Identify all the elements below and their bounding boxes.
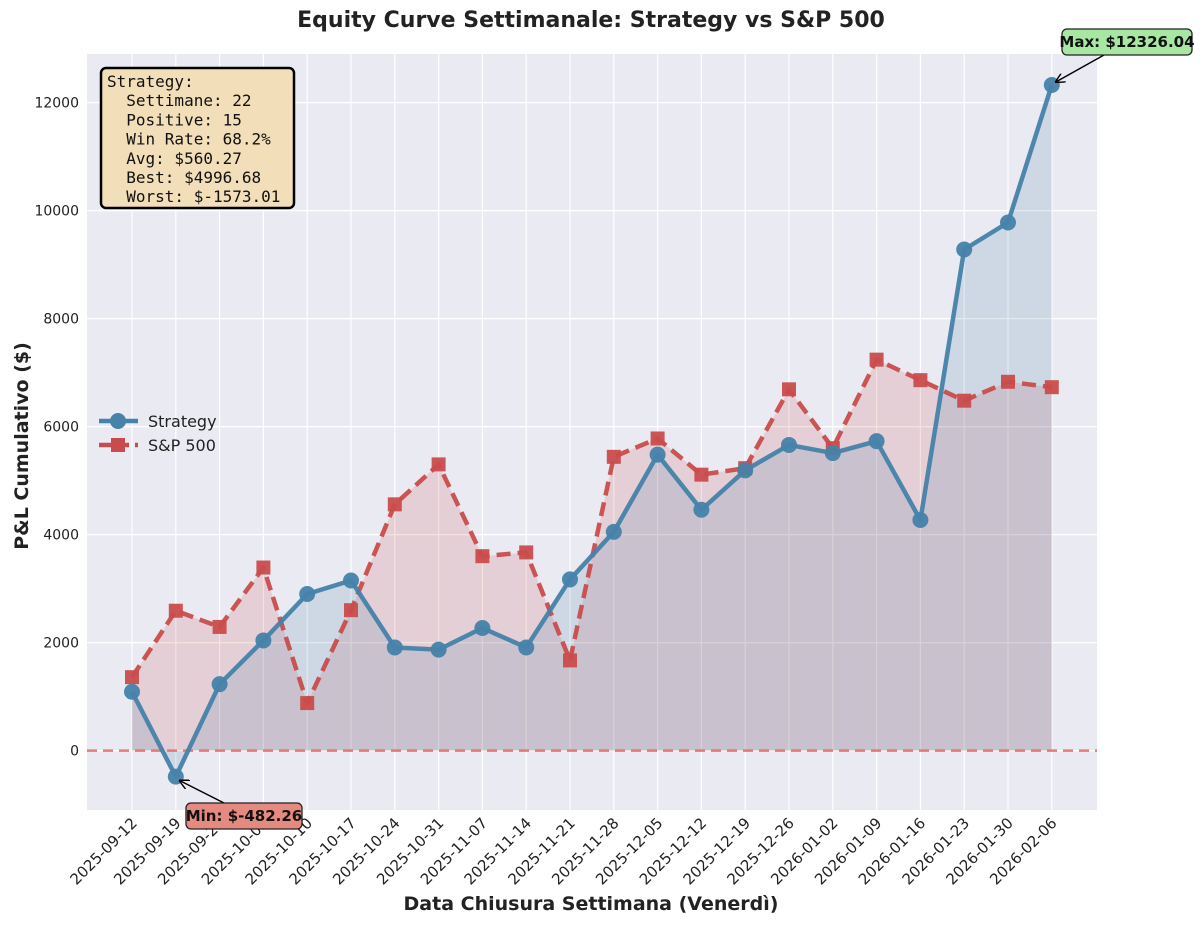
point-strategy [1000, 214, 1016, 231]
point-s-p-500 [431, 457, 446, 472]
point-strategy [518, 639, 535, 656]
point-strategy [386, 639, 403, 656]
series-markers [124, 76, 1060, 785]
point-strategy [649, 446, 666, 463]
point-strategy [956, 241, 973, 258]
area-fill-strategy [132, 84, 1052, 777]
point-strategy [1043, 76, 1060, 93]
point-s-p-500 [650, 431, 665, 446]
point-s-p-500 [563, 653, 577, 668]
stats-line: Win Rate: 68.2% [107, 130, 271, 149]
point-strategy [562, 571, 578, 588]
max-arrow [1056, 54, 1105, 82]
point-strategy [824, 445, 841, 462]
point-s-p-500 [913, 373, 928, 388]
point-s-p-500 [519, 545, 534, 560]
y-axis-label: P&L Cumulativo ($) [11, 342, 33, 550]
series-lines [130, 84, 1054, 779]
point-strategy [124, 683, 140, 700]
point-s-p-500 [387, 497, 402, 512]
area-fill-s-p-500 [132, 359, 1052, 751]
point-strategy [255, 632, 272, 649]
y-tick-label: 4000 [43, 528, 79, 544]
point-s-p-500 [694, 467, 709, 482]
legend-marker-strategy [110, 413, 126, 429]
stats-line: Worst: $-1573.01 [107, 187, 280, 206]
y-tick-label: 0 [70, 744, 79, 760]
point-s-p-500 [869, 352, 884, 367]
point-strategy [693, 501, 710, 518]
legend-label-s-p-500: S&P 500 [148, 436, 216, 455]
point-s-p-500 [606, 449, 621, 464]
stats-line: Avg: $560.27 [107, 149, 242, 168]
chart-title: Equity Curve Settimanale: Strategy vs S&… [297, 8, 885, 33]
point-s-p-500 [475, 549, 490, 564]
legend-marker-s-p-500 [111, 438, 125, 452]
point-strategy [868, 433, 885, 450]
point-strategy [912, 512, 929, 529]
point-s-p-500 [300, 696, 315, 711]
min-annotation-box [185, 802, 303, 830]
series-line-strategy [130, 84, 1054, 779]
y-tick-label: 8000 [43, 312, 79, 328]
stats-line: Strategy: [107, 72, 194, 91]
point-strategy [299, 586, 316, 602]
point-s-p-500 [344, 603, 358, 618]
point-s-p-500 [1044, 380, 1059, 395]
point-s-p-500 [782, 382, 796, 397]
point-s-p-500 [168, 603, 183, 618]
y-tick-label: 6000 [43, 420, 79, 436]
x-axis-label: Data Chiusura Settimana (Venerdì) [404, 893, 779, 915]
y-tick-label: 2000 [43, 636, 79, 652]
point-strategy [343, 572, 359, 589]
point-s-p-500 [212, 619, 227, 634]
point-s-p-500 [1001, 374, 1015, 389]
point-strategy [430, 641, 447, 658]
stats-box: Strategy: Settimane: 22 Positive: 15 Win… [99, 66, 296, 210]
stats-line: Best: $4996.68 [107, 168, 261, 187]
stats-box-frame [99, 66, 296, 210]
y-tick-label: 12000 [34, 96, 79, 112]
stats-line: Positive: 15 [107, 110, 242, 129]
point-s-p-500 [125, 670, 139, 685]
min-arrow [180, 781, 225, 804]
area-fills [132, 84, 1052, 777]
point-s-p-500 [256, 560, 271, 575]
max-annotation-label: Max: $12326.04 [1059, 33, 1194, 51]
point-strategy [211, 676, 228, 693]
min-annotation-label: Min: $-482.26 [186, 807, 303, 825]
series-line-s-p-500 [130, 357, 1053, 706]
legend: Strategy S&P 500 [99, 412, 217, 455]
point-strategy [474, 620, 491, 637]
annotations: Max: $12326.04 Min: $-482.26 [180, 28, 1195, 830]
max-annotation-box [1061, 28, 1193, 56]
stats-line: Settimane: 22 [107, 91, 252, 110]
point-strategy [781, 436, 797, 453]
point-s-p-500 [957, 393, 972, 408]
y-tick-label: 10000 [34, 204, 79, 220]
point-strategy [605, 523, 622, 540]
legend-label-strategy: Strategy [148, 412, 217, 431]
point-strategy [737, 462, 754, 479]
